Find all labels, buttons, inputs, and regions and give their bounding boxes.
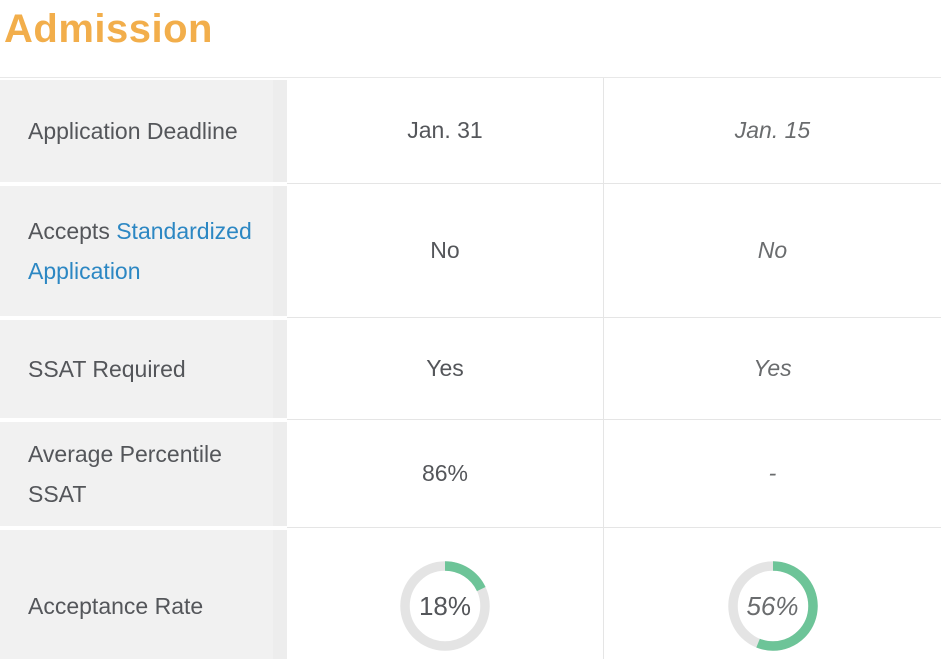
value-school2-ssat-required: Yes	[604, 318, 941, 420]
row-label-cell: Acceptance Rate	[0, 528, 273, 659]
acceptance-rate-donut-chart-school1: 18%	[398, 559, 492, 653]
donut-arc	[400, 561, 490, 651]
table-row-average-percentile-ssat: Average Percentile SSAT 86% -	[0, 420, 941, 528]
value-school1-ssat-required: Yes	[287, 318, 604, 420]
row-label-prefix: Accepts	[28, 218, 110, 244]
row-label-cell: SSAT Required	[0, 318, 273, 420]
donut-percentage-label: 56%	[746, 590, 799, 621]
donut-arc	[727, 561, 818, 651]
row-label-average-percentile-ssat: Average Percentile SSAT	[0, 422, 273, 526]
value-school2-standardized-application: No	[604, 184, 941, 318]
row-label-standardized-application: Accepts Standardized Application	[0, 186, 273, 316]
table-row-application-deadline: Application Deadline Jan. 31 Jan. 15	[0, 78, 941, 184]
value-school2-average-percentile-ssat: -	[604, 420, 941, 528]
donut-percentage-label: 18%	[418, 590, 472, 621]
row-label-application-deadline: Application Deadline	[0, 80, 273, 182]
value-school1-standardized-application: No	[287, 184, 604, 318]
value-school2-acceptance-rate: 56%	[604, 528, 941, 659]
standardized-application-link[interactable]: Standardized Application	[28, 218, 252, 284]
row-label-acceptance-rate: Acceptance Rate	[0, 530, 273, 659]
row-label-cell: Accepts Standardized Application	[0, 184, 273, 318]
value-school2-application-deadline: Jan. 15	[604, 78, 941, 184]
row-label-cell: Application Deadline	[0, 78, 273, 184]
row-label-ssat-required: SSAT Required	[0, 320, 273, 418]
table-gutter	[273, 184, 287, 318]
acceptance-rate-donut-chart-school2: 56%	[726, 559, 820, 653]
row-label-cell: Average Percentile SSAT	[0, 420, 273, 528]
table-row-acceptance-rate: Acceptance Rate 18% 56%	[0, 528, 941, 659]
table-gutter	[273, 78, 287, 184]
page-title: Admission	[4, 7, 213, 51]
table-row-standardized-application: Accepts Standardized Application No No	[0, 184, 941, 318]
value-school1-application-deadline: Jan. 31	[287, 78, 604, 184]
admission-comparison-table: Application Deadline Jan. 31 Jan. 15 Acc…	[0, 77, 941, 659]
value-school1-average-percentile-ssat: 86%	[287, 420, 604, 528]
table-gutter	[273, 528, 287, 659]
table-gutter	[273, 318, 287, 420]
table-row-ssat-required: SSAT Required Yes Yes	[0, 318, 941, 420]
table-gutter	[273, 420, 287, 528]
value-school1-acceptance-rate: 18%	[287, 528, 604, 659]
